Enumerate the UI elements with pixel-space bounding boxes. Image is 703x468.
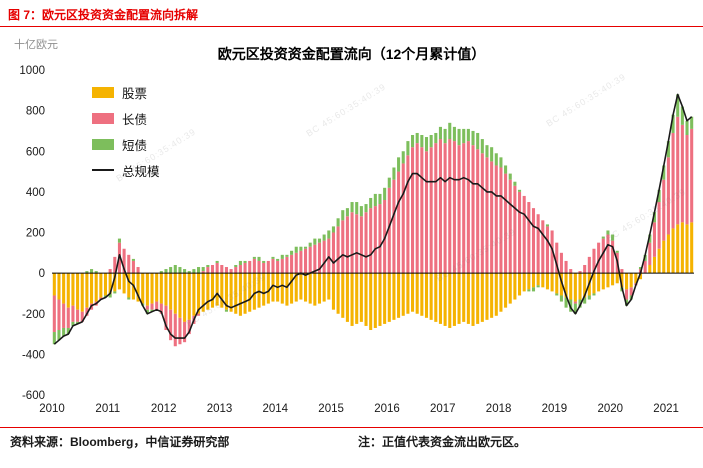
- svg-text:400: 400: [26, 187, 45, 199]
- legend-item-short-bonds: 短债: [92, 136, 160, 153]
- svg-text:2019: 2019: [542, 403, 568, 415]
- chart-legend: 股票 长债 短债 总规模: [92, 84, 160, 188]
- svg-text:2017: 2017: [430, 403, 456, 415]
- svg-text:-400: -400: [22, 349, 45, 361]
- svg-text:2014: 2014: [263, 403, 289, 415]
- svg-text:2018: 2018: [486, 403, 512, 415]
- stocks-swatch: [92, 86, 114, 98]
- figure-caption: 图 7：欧元区投资资金配置流向拆解: [8, 8, 199, 22]
- legend-label-stocks: 股票: [122, 86, 148, 101]
- long-bonds-swatch: [92, 112, 114, 124]
- svg-text:-200: -200: [22, 309, 45, 321]
- total-line-swatch: [92, 169, 114, 171]
- svg-text:-600: -600: [22, 390, 45, 402]
- svg-text:800: 800: [26, 106, 45, 118]
- svg-text:2012: 2012: [151, 403, 177, 415]
- short-bonds-swatch: [92, 138, 114, 150]
- legend-item-stocks: 股票: [92, 84, 160, 101]
- svg-text:2011: 2011: [95, 403, 120, 415]
- svg-text:2013: 2013: [207, 403, 233, 415]
- svg-text:2010: 2010: [39, 403, 65, 415]
- legend-item-long-bonds: 长债: [92, 110, 160, 127]
- source-note: 资料来源：Bloomberg，中信证券研究部: [10, 435, 230, 449]
- chart-note: 注：正值代表资金流出欧元区。: [358, 435, 527, 449]
- legend-item-total: 总规模: [92, 162, 160, 179]
- svg-text:1000: 1000: [19, 65, 45, 77]
- y-axis-unit-label: 十亿欧元: [14, 39, 58, 51]
- bottom-divider: [0, 427, 703, 428]
- legend-label-short-bonds: 短债: [122, 138, 148, 153]
- legend-label-total: 总规模: [122, 164, 160, 179]
- legend-label-long-bonds: 长债: [122, 112, 148, 127]
- top-divider: [0, 26, 703, 27]
- svg-text:600: 600: [26, 146, 45, 158]
- svg-text:2021: 2021: [653, 403, 679, 415]
- chart-title: 欧元区投资资金配置流向（12个月累计值）: [217, 46, 486, 62]
- svg-text:2016: 2016: [374, 403, 400, 415]
- svg-text:200: 200: [26, 228, 45, 240]
- svg-text:2020: 2020: [598, 403, 624, 415]
- svg-text:2015: 2015: [318, 403, 344, 415]
- svg-text:0: 0: [39, 268, 45, 280]
